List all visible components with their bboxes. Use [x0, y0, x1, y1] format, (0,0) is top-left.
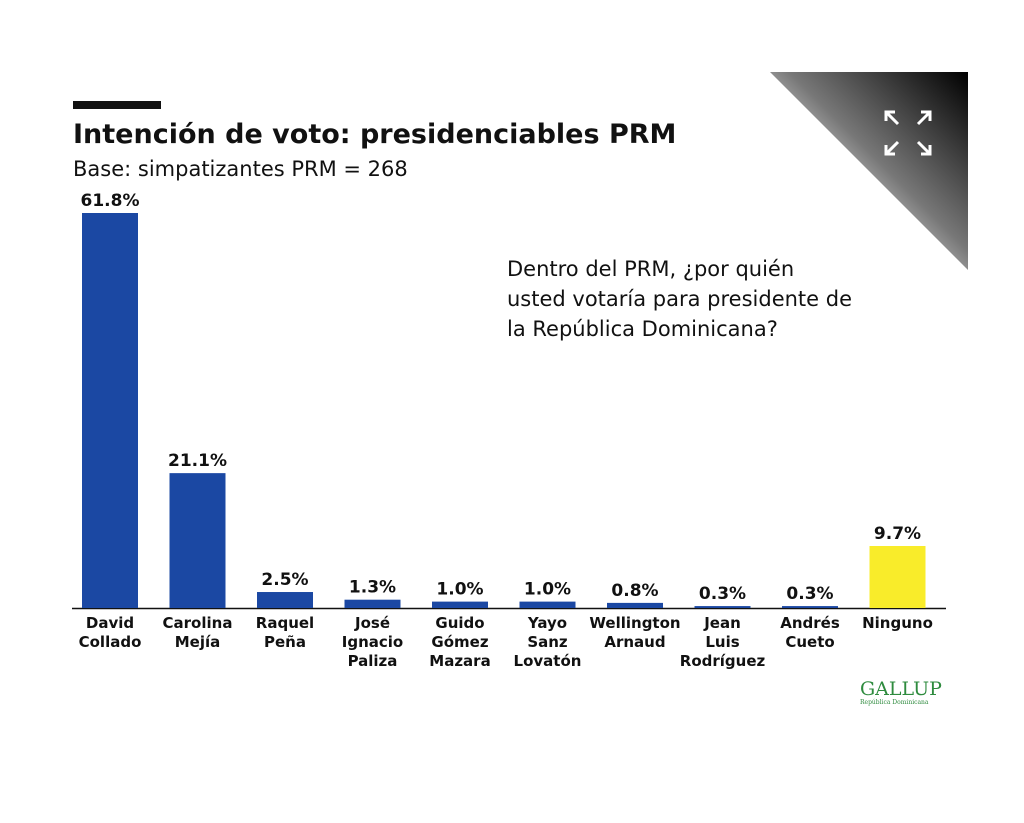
chart-title: Intención de voto: presidenciables PRM — [73, 119, 676, 150]
logo-subtitle: República Dominicana — [860, 699, 929, 706]
value-label: 1.0% — [524, 580, 571, 600]
value-label: 1.3% — [349, 578, 396, 598]
bar — [344, 599, 401, 608]
expand-icon[interactable] — [884, 110, 932, 156]
x-tick-label: Andrés Cueto — [780, 614, 840, 651]
bar — [869, 546, 926, 608]
bar — [519, 601, 576, 608]
bar — [169, 473, 226, 608]
title-accent — [73, 101, 161, 109]
x-tick-label: Yayo Sanz Lovatón — [514, 614, 582, 670]
x-tick-label: Wellington Arnaud — [589, 614, 680, 651]
x-tick-label: Jean Luis Rodríguez — [680, 614, 766, 670]
value-label: 0.3% — [699, 584, 746, 604]
x-tick-label: David Collado — [79, 614, 142, 651]
x-tick-label: Carolina Mejía — [163, 614, 233, 651]
x-tick-label: Guido Gómez Mazara — [429, 614, 490, 670]
logo-name: GALLUP — [860, 678, 942, 700]
value-label: 21.1% — [168, 451, 227, 471]
chart-subtitle: Base: simpatizantes PRM = 268 — [73, 157, 408, 181]
bar — [432, 601, 488, 608]
x-tick-label: Raquel Peña — [256, 614, 314, 651]
value-label: 0.3% — [786, 584, 833, 604]
value-label: 9.7% — [874, 524, 921, 544]
bar — [782, 606, 838, 608]
x-tick-label: José Ignacio Paliza — [342, 614, 403, 670]
value-label: 61.8% — [81, 191, 140, 211]
value-label: 2.5% — [261, 570, 308, 590]
value-label: 1.0% — [436, 580, 483, 600]
bar — [607, 602, 663, 608]
annotation: Dentro del PRM, ¿por quién usted votaría … — [507, 257, 852, 341]
bar — [257, 592, 313, 608]
bar — [694, 606, 751, 608]
bar — [82, 213, 138, 608]
value-label: 0.8% — [611, 581, 658, 601]
x-tick-label: Ninguno — [862, 614, 933, 632]
